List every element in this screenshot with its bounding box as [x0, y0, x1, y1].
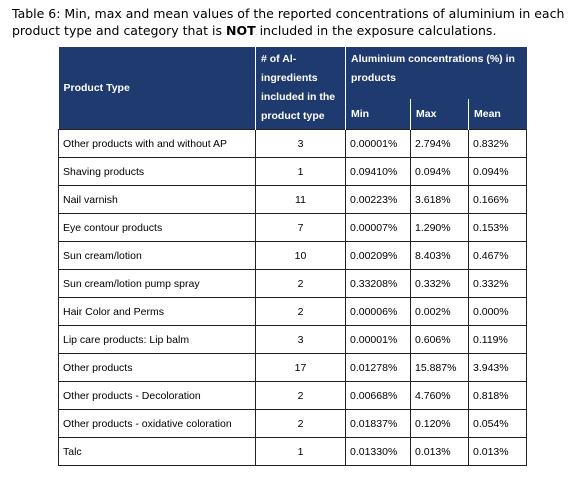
header-concentrations: Aluminium concentrations (%) in products [344, 47, 527, 99]
table-row: Shaving products 1 0.09410% 0.094% 0.094% [58, 157, 528, 186]
count-cell: 3 [255, 129, 346, 158]
min-cell: 0.00668% [345, 381, 411, 410]
max-cell: 0.094% [410, 157, 469, 186]
max-cell: 0.013% [410, 437, 469, 466]
mean-cell: 0.332% [467, 269, 528, 298]
table-row: Other products with and without AP 3 0.000… [58, 129, 528, 158]
max-cell: 4.760% [410, 381, 469, 410]
product-cell: Other products [58, 353, 256, 382]
product-cell: Nail varnish [58, 185, 256, 214]
product-cell: Lip care products: Lip balm [58, 325, 256, 354]
count-cell: 2 [255, 269, 346, 298]
min-cell: 0.00001% [345, 325, 411, 354]
product-cell: Sun cream/lotion pump spray [58, 269, 256, 298]
mean-cell: 0.054% [467, 409, 528, 438]
min-cell: 0.00209% [345, 241, 411, 270]
header-product-type: Product Type [58, 47, 256, 130]
mean-cell: 0.153% [467, 213, 528, 242]
max-cell: 0.002% [410, 297, 469, 326]
mean-cell: 0.013% [467, 437, 528, 466]
mean-cell: 0.166% [467, 185, 528, 214]
count-cell: 2 [255, 381, 346, 410]
product-cell: Hair Color and Perms [58, 297, 256, 326]
header-max: Max [410, 99, 469, 130]
table-row: Other products 17 0.01278% 15.887% 3.943% [58, 353, 528, 382]
concentration-table: Product Type # of Al-ingredients include… [58, 47, 528, 466]
mean-cell: 0.000% [467, 297, 528, 326]
table-row: Other products - Decoloration 2 0.00668% 4.… [58, 381, 528, 410]
product-cell: Eye contour products [58, 213, 256, 242]
table-row: Sun cream/lotion 10 0.00209% 8.403% 0.467% [58, 241, 528, 270]
count-cell: 1 [255, 157, 346, 186]
min-cell: 0.33208% [345, 269, 411, 298]
caption-suffix: included in the exposure calculations. [255, 23, 497, 38]
max-cell: 2.794% [410, 129, 469, 158]
table-row: Other products - oxidative coloration 2 0.… [58, 409, 528, 438]
header-mean: Mean [467, 99, 527, 130]
product-cell: Other products with and without AP [58, 129, 256, 158]
count-cell: 2 [255, 297, 346, 326]
min-cell: 0.00007% [345, 213, 411, 242]
mean-cell: 0.119% [467, 325, 528, 354]
count-cell: 7 [255, 213, 346, 242]
max-cell: 15.887% [410, 353, 469, 382]
mean-cell: 0.832% [467, 129, 528, 158]
count-cell: 3 [255, 325, 346, 354]
count-cell: 10 [255, 241, 346, 270]
table-row: Talc 1 0.01330% 0.013% 0.013% [58, 437, 528, 466]
min-cell: 0.00006% [345, 297, 411, 326]
table-row: Lip care products: Lip balm 3 0.00001% 0.60… [58, 325, 528, 354]
count-cell: 2 [255, 409, 346, 438]
max-cell: 0.606% [410, 325, 469, 354]
max-cell: 3.618% [410, 185, 469, 214]
table-row: Hair Color and Perms 2 0.00006% 0.002% 0.000… [58, 297, 528, 326]
max-cell: 8.403% [410, 241, 469, 270]
header-ingredient-count: # of Al-ingredients included in the prod… [255, 47, 346, 130]
product-cell: Other products - Decoloration [58, 381, 256, 410]
caption-prefix: Table 6: Min, max and mean values of the… [12, 6, 565, 38]
product-cell: Talc [58, 437, 256, 466]
min-cell: 0.00223% [345, 185, 411, 214]
max-cell: 0.120% [410, 409, 469, 438]
table-row: Sun cream/lotion pump spray 2 0.33208% 0.33… [58, 269, 528, 298]
min-cell: 0.01837% [345, 409, 411, 438]
count-cell: 11 [255, 185, 346, 214]
mean-cell: 0.094% [467, 157, 528, 186]
table-caption: Table 6: Min, max and mean values of the… [12, 5, 582, 39]
min-cell: 0.00001% [345, 129, 411, 158]
min-cell: 0.01278% [345, 353, 411, 382]
count-cell: 17 [255, 353, 346, 382]
header-min: Min [345, 99, 411, 130]
max-cell: 1.290% [410, 213, 469, 242]
product-cell: Other products - oxidative coloration [58, 409, 256, 438]
product-cell: Shaving products [58, 157, 256, 186]
caption-bold: NOT [225, 23, 256, 38]
min-cell: 0.01330% [345, 437, 411, 466]
max-cell: 0.332% [410, 269, 469, 298]
mean-cell: 0.818% [467, 381, 528, 410]
table-row: Nail varnish 11 0.00223% 3.618% 0.166% [58, 185, 528, 214]
count-cell: 1 [255, 437, 346, 466]
min-cell: 0.09410% [345, 157, 411, 186]
mean-cell: 0.467% [467, 241, 528, 270]
mean-cell: 3.943% [467, 353, 528, 382]
table-row: Eye contour products 7 0.00007% 1.290% 0.153… [58, 213, 528, 242]
product-cell: Sun cream/lotion [58, 241, 256, 270]
